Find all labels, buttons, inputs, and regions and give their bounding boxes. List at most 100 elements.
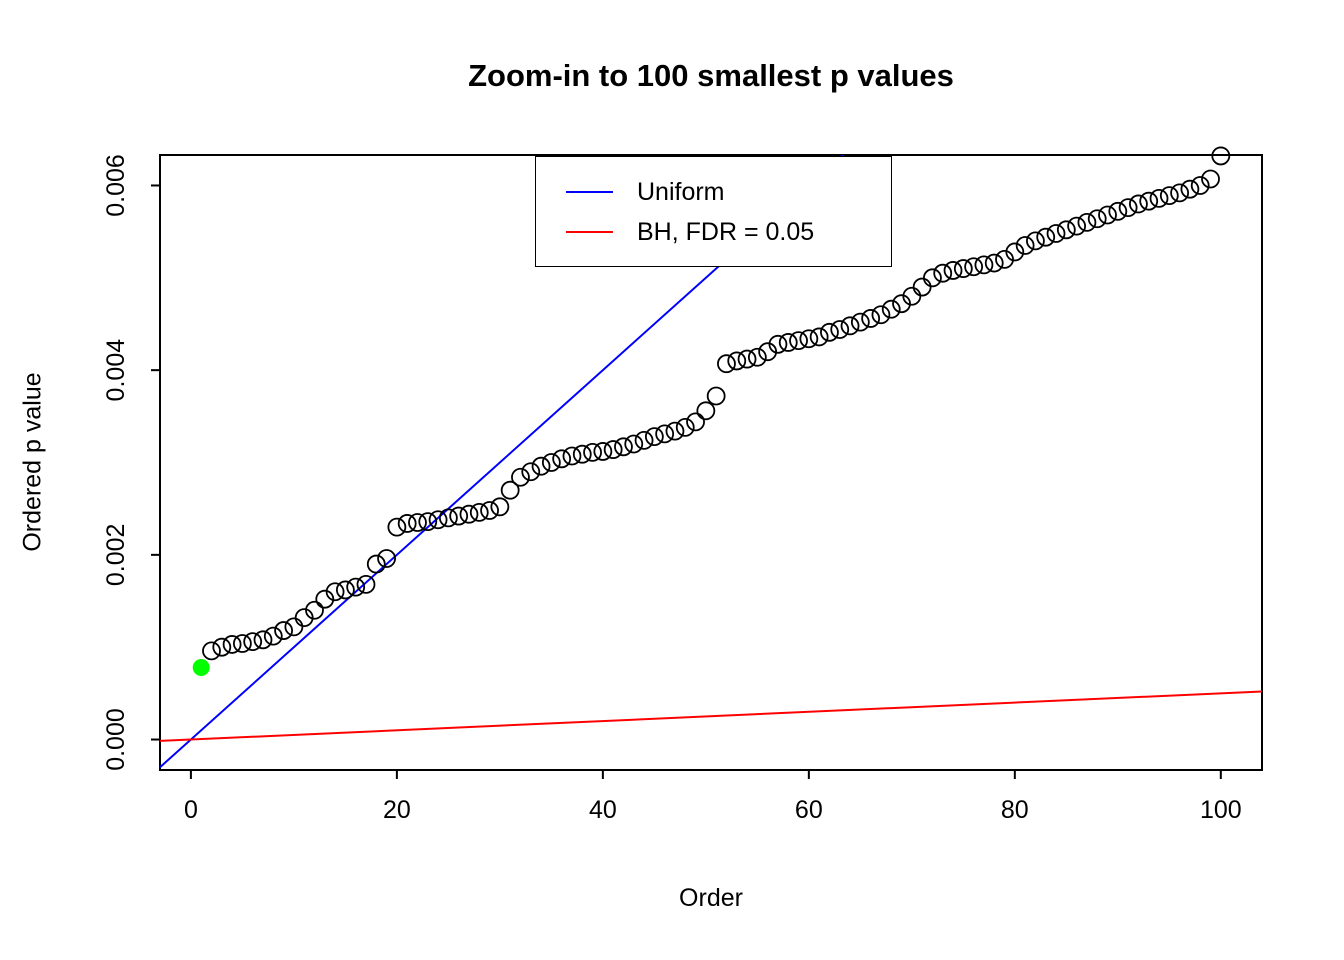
data-point bbox=[366, 554, 386, 574]
data-point bbox=[871, 305, 891, 325]
y-tick-label: 0.002 bbox=[102, 524, 130, 587]
data-point bbox=[974, 255, 994, 275]
data-point bbox=[315, 589, 335, 609]
data-point bbox=[572, 444, 592, 464]
data-point bbox=[778, 333, 798, 352]
data-point bbox=[655, 424, 675, 444]
data-point bbox=[511, 467, 530, 487]
bh-line bbox=[160, 690, 1262, 742]
data-point bbox=[696, 401, 716, 421]
data-point bbox=[943, 261, 963, 280]
data-point bbox=[583, 442, 602, 462]
data-point bbox=[984, 253, 1004, 273]
data-point bbox=[737, 349, 757, 369]
data-points bbox=[202, 146, 1231, 661]
data-point bbox=[552, 449, 572, 469]
legend-entry-bh: BH, FDR = 0.05 bbox=[566, 212, 891, 252]
data-point bbox=[603, 440, 623, 459]
data-point bbox=[428, 510, 448, 530]
y-axis-ticks: 0.000 0.002 0.004 0.006 bbox=[102, 154, 160, 771]
data-point bbox=[624, 434, 644, 454]
data-point bbox=[1046, 224, 1066, 243]
x-tick-label: 100 bbox=[1200, 796, 1242, 824]
data-point bbox=[408, 513, 427, 532]
data-point bbox=[995, 249, 1014, 269]
legend-label-uniform: Uniform bbox=[637, 177, 725, 206]
data-point bbox=[840, 316, 860, 336]
data-point bbox=[809, 327, 829, 347]
data-point bbox=[912, 277, 932, 297]
data-point bbox=[202, 641, 221, 661]
data-point bbox=[758, 342, 778, 362]
data-point bbox=[1139, 191, 1159, 211]
data-point bbox=[892, 294, 911, 314]
data-point bbox=[614, 437, 633, 457]
x-tick-label: 20 bbox=[383, 796, 411, 824]
data-point bbox=[541, 453, 561, 472]
legend-entry-uniform: Uniform bbox=[566, 172, 891, 212]
data-point bbox=[480, 501, 499, 520]
data-point bbox=[706, 386, 726, 406]
data-point bbox=[964, 257, 984, 277]
data-point bbox=[346, 577, 366, 597]
data-point bbox=[830, 320, 850, 339]
data-point bbox=[789, 331, 808, 351]
data-point bbox=[305, 600, 324, 620]
data-point bbox=[1108, 201, 1128, 221]
x-tick-label: 60 bbox=[795, 796, 823, 824]
data-point bbox=[243, 632, 263, 652]
data-point bbox=[1118, 198, 1138, 218]
data-point bbox=[1005, 242, 1025, 262]
x-tick-label: 0 bbox=[184, 796, 198, 824]
legend-label-bh: BH, FDR = 0.05 bbox=[637, 217, 815, 246]
data-point bbox=[531, 456, 551, 476]
x-axis-ticks: 0 20 40 60 80 100 bbox=[184, 770, 1242, 824]
data-point bbox=[1026, 231, 1045, 251]
data-point bbox=[686, 412, 705, 432]
y-tick-label: 0.006 bbox=[102, 154, 130, 217]
data-point bbox=[1180, 179, 1200, 199]
plot-box bbox=[159, 154, 1263, 771]
uniform-line-swatch bbox=[566, 191, 613, 193]
data-point bbox=[1067, 216, 1087, 236]
reference-lines bbox=[160, 155, 1262, 768]
data-point bbox=[727, 351, 747, 371]
data-point bbox=[1170, 183, 1190, 203]
data-point bbox=[768, 334, 788, 354]
data-point bbox=[449, 506, 469, 526]
data-point bbox=[1036, 227, 1056, 247]
data-point bbox=[325, 582, 345, 602]
data-point bbox=[521, 462, 541, 482]
data-point bbox=[469, 502, 489, 522]
y-tick-label: 0.000 bbox=[102, 708, 130, 771]
data-point bbox=[933, 263, 953, 283]
x-tick-label: 80 bbox=[1001, 796, 1029, 824]
data-point bbox=[212, 637, 232, 657]
data-point bbox=[593, 442, 613, 461]
data-point bbox=[284, 617, 304, 637]
data-point bbox=[665, 421, 685, 441]
data-point bbox=[747, 347, 767, 367]
highlight-point bbox=[192, 659, 210, 676]
data-point bbox=[232, 634, 252, 653]
y-tick-label: 0.004 bbox=[102, 339, 130, 402]
data-point bbox=[953, 259, 973, 278]
data-point bbox=[1190, 176, 1210, 195]
data-point bbox=[1087, 209, 1107, 229]
data-point bbox=[644, 427, 664, 447]
data-point bbox=[799, 329, 819, 349]
data-point bbox=[820, 322, 839, 342]
data-point bbox=[397, 514, 417, 533]
data-point bbox=[1159, 186, 1179, 206]
x-axis-label: Order bbox=[679, 884, 743, 912]
data-point bbox=[222, 635, 242, 654]
data-point bbox=[1211, 146, 1231, 166]
data-point bbox=[634, 430, 654, 450]
data-point bbox=[294, 608, 314, 628]
data-point bbox=[902, 286, 922, 306]
bh-line-swatch bbox=[566, 231, 613, 233]
y-axis-label: Ordered p value bbox=[18, 372, 47, 552]
uniform-line bbox=[160, 155, 845, 768]
data-point bbox=[861, 309, 881, 328]
